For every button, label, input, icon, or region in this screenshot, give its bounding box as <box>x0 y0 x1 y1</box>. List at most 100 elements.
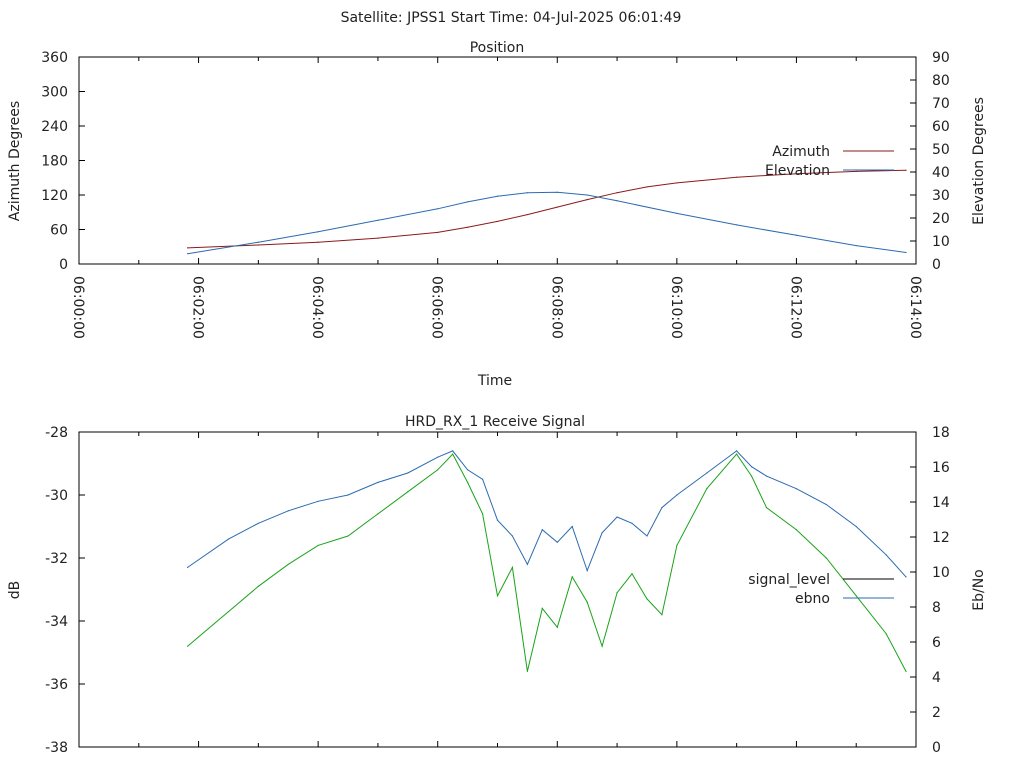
y-tick-label: -30 <box>45 488 68 504</box>
y-tick-label: -36 <box>45 677 68 693</box>
figure-title: Satellite: JPSS1 Start Time: 04-Jul-2025… <box>341 10 682 26</box>
trace_blue-point <box>825 503 827 506</box>
signal-ylabel: dB <box>7 581 23 600</box>
x-tick-label: 06:06:00 <box>429 276 445 339</box>
series-elevation-point <box>437 208 439 210</box>
y2-tick-label: 30 <box>932 188 950 204</box>
series-elevation-point <box>676 212 678 214</box>
trace_green-point <box>646 598 648 600</box>
trace_blue-point <box>676 494 678 496</box>
y2-tick-label: 40 <box>932 165 950 181</box>
y2-tick-label: 50 <box>932 142 950 158</box>
series-elevation-point <box>257 241 259 243</box>
series-azimuth-point <box>437 231 439 233</box>
y2-tick-label: 16 <box>932 460 950 476</box>
trace_blue-point <box>481 478 484 480</box>
y2-tick-label: 12 <box>932 530 950 546</box>
trace_green-point <box>526 670 528 673</box>
signal-chart: HRD_RX_1 Receive Signal -28-30-32-34-36-… <box>7 414 987 756</box>
position-legend: Azimuth Elevation <box>765 144 894 179</box>
series-elevation-point <box>496 195 499 197</box>
y2-tick-label: 90 <box>932 50 950 66</box>
y-tick-label: 240 <box>41 119 68 135</box>
trace_green-point <box>347 535 349 537</box>
trace_green-point <box>541 607 543 610</box>
y-tick-label: 60 <box>50 223 68 239</box>
y-tick-label: -34 <box>45 614 68 630</box>
signal-y2label: Eb/No <box>971 569 987 611</box>
trace_blue-point <box>631 522 633 524</box>
trace_blue-point <box>855 525 857 528</box>
trace_blue-point <box>526 563 528 565</box>
trace_green-point <box>855 595 857 597</box>
trace_blue-point <box>905 576 907 578</box>
trace_blue-point <box>556 541 558 543</box>
position-xlabel: Time <box>477 373 512 389</box>
series-azimuth-point <box>616 192 618 194</box>
trace_green-line <box>187 453 907 672</box>
trace_green-point <box>317 544 319 547</box>
y2-tick-label: 10 <box>932 565 950 581</box>
y-tick-label: 360 <box>41 50 68 66</box>
trace_green-point <box>287 563 289 565</box>
position-ylabel: Azimuth Degrees <box>7 101 23 221</box>
y2-tick-label: 14 <box>932 495 950 511</box>
y2-tick-label: 4 <box>932 670 941 686</box>
trace_green-point <box>706 488 708 490</box>
trace_green-point <box>377 513 379 515</box>
trace_blue-point <box>452 450 454 452</box>
series-azimuth-point <box>676 182 678 184</box>
series-elevation-point <box>556 191 558 193</box>
series-azimuth-point <box>795 173 798 175</box>
trace_green-point <box>765 507 768 509</box>
position-series <box>187 169 907 255</box>
trace_green-point <box>452 453 454 455</box>
y-tick-label: 300 <box>41 85 68 101</box>
trace_blue-point <box>571 525 573 528</box>
trace_blue-point <box>317 500 319 502</box>
series-azimuth-point <box>736 176 738 178</box>
series-azimuth-point <box>467 226 469 228</box>
signal-title: HRD_RX_1 Receive Signal <box>405 414 585 430</box>
trace_blue-point <box>750 466 753 468</box>
legend-label: Azimuth <box>772 144 830 160</box>
series-azimuth-point <box>646 186 648 188</box>
series-elevation-point <box>586 194 588 196</box>
y-tick-label: -32 <box>45 551 68 567</box>
trace_blue-point <box>511 535 514 537</box>
trace_blue-point <box>347 494 349 496</box>
series-azimuth-point <box>855 170 857 173</box>
trace_green-point <box>481 513 484 515</box>
position-title: Position <box>470 40 525 56</box>
trace_blue-point <box>227 538 230 540</box>
trace_green-point <box>467 481 469 483</box>
x-tick-label: 06:10:00 <box>668 276 684 339</box>
trace_blue-point <box>496 519 499 521</box>
trace_green-point <box>556 626 558 628</box>
trace_green-point <box>586 601 588 603</box>
trace_blue-point <box>541 529 543 531</box>
trace_green-point <box>825 557 827 559</box>
series-elevation-point <box>317 231 319 233</box>
trace_blue-point <box>407 472 409 474</box>
legend-label: Elevation <box>765 163 830 179</box>
y2-tick-label: 0 <box>932 740 941 756</box>
trace_green-point <box>676 544 678 547</box>
trace_blue-point <box>646 535 648 537</box>
trace_blue-point <box>736 450 738 452</box>
trace_blue-point <box>437 456 439 458</box>
trace_green-point <box>571 576 573 578</box>
trace_green-point <box>601 645 603 647</box>
series-elevation-point <box>855 245 857 247</box>
y2-tick-label: 80 <box>932 73 950 89</box>
trace_blue-point <box>586 570 588 572</box>
trace_blue-point <box>187 566 189 569</box>
y2-tick-label: 8 <box>932 600 941 616</box>
trace_green-point <box>661 614 663 616</box>
series-azimuth-point <box>377 237 379 239</box>
x-tick-label: 06:00:00 <box>70 276 86 339</box>
trace_green-point <box>736 453 738 455</box>
position-ticks: 0 60 120 180 240 300 360 0 10 20 30 40 50 60 70 80 90 06:… <box>41 50 950 339</box>
position-y2label: Elevation Degrees <box>971 97 987 225</box>
